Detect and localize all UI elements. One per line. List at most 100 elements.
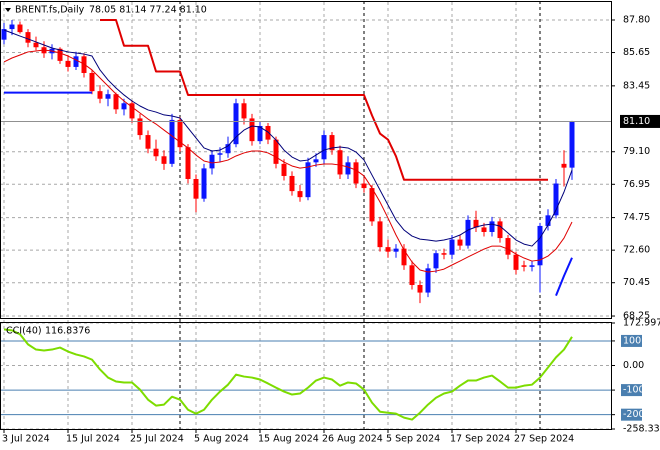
candle-body: [297, 191, 303, 198]
candle-body: [521, 265, 527, 267]
cci-frame: [0, 322, 612, 430]
candle-body: [9, 24, 15, 30]
cci-title: CCI(40): [6, 326, 42, 337]
candle-body: [201, 168, 207, 199]
indicator-line: [3, 328, 573, 421]
candle-body: [409, 265, 415, 285]
candle-body: [161, 156, 167, 164]
x-tick-label: 3 Jul 2024: [2, 434, 50, 445]
current-price-label: 81.10: [623, 116, 650, 127]
candle-body: [305, 162, 311, 198]
level-tag: [621, 384, 642, 397]
candle-body: [281, 163, 287, 176]
symbol-title: BRENT.fs,Daily: [15, 5, 85, 16]
y-tick-label: 76.95: [623, 179, 650, 190]
candle-body: [385, 247, 391, 252]
candle-body: [545, 215, 551, 226]
x-tick-label: 26 Aug 2024: [322, 434, 383, 445]
indicator-line: [3, 49, 573, 273]
y-tick-label: -258.333: [623, 424, 660, 435]
ohlc-readout: 78.05 81.14 77.24 81.10: [89, 5, 207, 16]
candle-body: [65, 60, 71, 67]
y-tick-label: 83.45: [623, 80, 650, 91]
candle-body: [185, 147, 191, 179]
candle-body: [465, 219, 471, 246]
y-tick-label: 85.65: [623, 47, 650, 58]
candle-body: [121, 103, 127, 110]
candle-body: [433, 253, 439, 269]
y-tick-label: 100: [623, 335, 641, 346]
menu-arrow[interactable]: [5, 8, 11, 12]
y-tick-label: 68.25: [623, 311, 650, 322]
candle-body: [497, 221, 503, 239]
candle-body: [273, 139, 279, 164]
candle-body: [337, 150, 343, 175]
price-panel: [0, 18, 612, 304]
candle-body: [361, 183, 367, 189]
x-tick-label: 25 Jul 2024: [130, 434, 184, 445]
candle-body: [329, 135, 335, 151]
y-tick-label: -200: [623, 409, 645, 420]
candle-body: [113, 94, 119, 110]
candle-body: [505, 238, 511, 255]
candle-body: [129, 103, 135, 119]
y-tick-label: 72.60: [623, 245, 650, 256]
candle-body: [481, 227, 487, 232]
x-tick-label: 27 Sep 2024: [514, 434, 574, 445]
candle-body: [353, 162, 359, 184]
x-tick-label: 15 Jul 2024: [66, 434, 120, 445]
candle-body: [57, 48, 63, 61]
candle-body: [513, 254, 519, 270]
x-tick-label: 15 Aug 2024: [258, 434, 319, 445]
candle-body: [17, 24, 23, 33]
candle-body: [553, 183, 559, 216]
candle-body: [73, 56, 79, 67]
y-tick-label: -100: [623, 385, 645, 396]
candle-body: [457, 239, 463, 246]
candle-body: [89, 72, 95, 92]
price-frame: [0, 1, 612, 319]
x-tick-label: 5 Aug 2024: [194, 434, 249, 445]
indicator-line: [100, 18, 548, 181]
candle-body: [97, 91, 103, 99]
candle-body: [425, 268, 431, 293]
candle-body: [441, 253, 447, 255]
candle-body: [209, 154, 215, 169]
candle-body: [105, 94, 111, 99]
candle-body: [1, 29, 7, 40]
candle-body: [33, 42, 39, 48]
candle-body: [537, 225, 543, 266]
axis-layer: 3 Jul 2024 15 Jul 2024 25 Jul 2024 5 Aug 20…: [2, 14, 660, 445]
candle-body: [169, 119, 175, 164]
cci-value: 116.8376: [45, 326, 90, 337]
candle-body: [265, 125, 271, 140]
candle-body: [289, 175, 295, 192]
candle-body: [569, 121, 575, 168]
candle-body: [233, 103, 239, 145]
candle-body: [449, 239, 455, 255]
candle-body: [145, 135, 151, 149]
level-tag: [621, 334, 642, 347]
candle-body: [529, 265, 535, 267]
candle-body: [321, 135, 327, 160]
y-tick-label: 79.10: [623, 146, 650, 157]
candle-body: [561, 163, 567, 168]
level-tag: [621, 408, 642, 421]
candle-body: [137, 118, 143, 136]
candle-body: [25, 32, 31, 43]
cci-panel: [0, 328, 612, 421]
y-tick-label: 172.9974: [623, 318, 660, 329]
candle-body: [225, 144, 231, 154]
y-tick-label: 87.80: [623, 14, 650, 25]
x-tick-label: 17 Sep 2024: [450, 434, 510, 445]
indicator-line: [4, 91, 573, 296]
candle-body: [249, 118, 255, 142]
candle-body: [193, 178, 199, 199]
x-tick-label: 5 Sep 2024: [386, 434, 440, 445]
candle-body: [393, 248, 399, 252]
candle-body: [153, 148, 159, 157]
current-price-tag: [620, 114, 660, 128]
y-tick-label: 0.00: [623, 360, 644, 371]
candle-body: [401, 248, 407, 266]
y-tick-label: 70.45: [623, 277, 650, 288]
